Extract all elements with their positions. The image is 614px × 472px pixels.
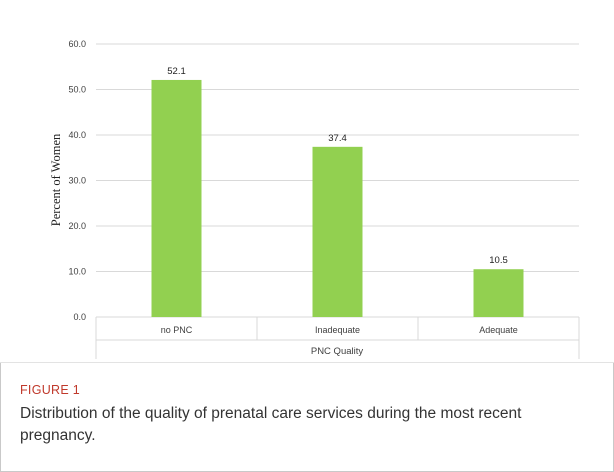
figure-number: FIGURE 1 — [20, 383, 81, 397]
bar-chart: 0.0 10.0 20.0 30.0 40.0 50.0 60.0 52.1 no PNC 37.… — [49, 39, 580, 359]
y-tick-label: 60.0 — [68, 39, 86, 49]
caption-divider — [0, 362, 614, 363]
data-label: 10.5 — [489, 255, 508, 266]
x-tick-label: no PNC — [161, 325, 193, 335]
data-label: 37.4 — [328, 133, 347, 144]
bar — [312, 146, 363, 317]
x-axis-label: PNC Quality — [311, 346, 364, 357]
y-tick-label: 0.0 — [73, 312, 86, 322]
chart-panel: 0.0 10.0 20.0 30.0 40.0 50.0 60.0 52.1 no PNC 37.… — [49, 39, 580, 359]
y-tick-label: 20.0 — [68, 221, 86, 231]
y-tick-label: 30.0 — [68, 176, 86, 186]
figure-caption: Distribution of the quality of prenatal … — [20, 405, 522, 444]
bar — [473, 269, 524, 317]
y-tick-label: 50.0 — [68, 85, 86, 95]
data-label: 52.1 — [167, 66, 186, 77]
y-axis-label: Percent of Women — [49, 133, 63, 226]
y-tick-label: 10.0 — [68, 267, 86, 277]
y-tick-label: 40.0 — [68, 130, 86, 140]
x-tick-label: Inadequate — [315, 325, 360, 335]
x-tick-label: Adequate — [479, 325, 518, 335]
bar — [151, 79, 202, 317]
